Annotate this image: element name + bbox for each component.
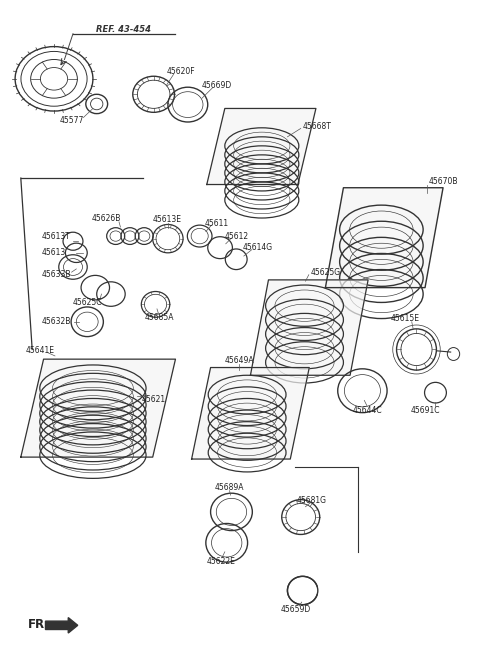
Text: 45649A: 45649A <box>224 356 254 365</box>
Text: 45668T: 45668T <box>302 122 332 131</box>
Text: 45613: 45613 <box>42 248 66 257</box>
Text: 45685A: 45685A <box>144 313 174 322</box>
Text: 45613E: 45613E <box>153 215 181 224</box>
Text: 45622E: 45622E <box>206 557 236 566</box>
Text: 45611: 45611 <box>204 218 228 227</box>
Text: 45689A: 45689A <box>215 483 244 492</box>
Text: 45691C: 45691C <box>410 406 440 415</box>
Text: 45626B: 45626B <box>92 214 121 223</box>
Text: 45632B: 45632B <box>42 317 71 326</box>
Text: 45613T: 45613T <box>42 231 71 240</box>
Text: 45621: 45621 <box>141 395 166 404</box>
Polygon shape <box>21 359 176 457</box>
Text: 45644C: 45644C <box>352 406 382 415</box>
Text: 45612: 45612 <box>224 231 248 240</box>
FancyArrow shape <box>46 618 78 633</box>
Polygon shape <box>207 109 316 185</box>
Text: 45659D: 45659D <box>281 605 311 614</box>
Text: FR.: FR. <box>27 618 49 630</box>
Polygon shape <box>192 367 309 459</box>
Text: 45681G: 45681G <box>297 496 327 505</box>
Text: 45670B: 45670B <box>429 177 458 187</box>
Text: 45669D: 45669D <box>202 81 232 90</box>
Text: 45625G: 45625G <box>310 268 340 277</box>
Polygon shape <box>325 188 443 287</box>
Text: 45615E: 45615E <box>391 314 420 323</box>
Text: 45633B: 45633B <box>42 270 71 280</box>
Polygon shape <box>251 280 368 375</box>
Text: 45614G: 45614G <box>243 243 273 252</box>
Text: 45641E: 45641E <box>25 346 55 356</box>
Text: 45577: 45577 <box>60 116 84 125</box>
Text: 45625C: 45625C <box>72 298 102 307</box>
Text: 45620F: 45620F <box>167 67 195 76</box>
Text: REF. 43-454: REF. 43-454 <box>96 25 151 34</box>
